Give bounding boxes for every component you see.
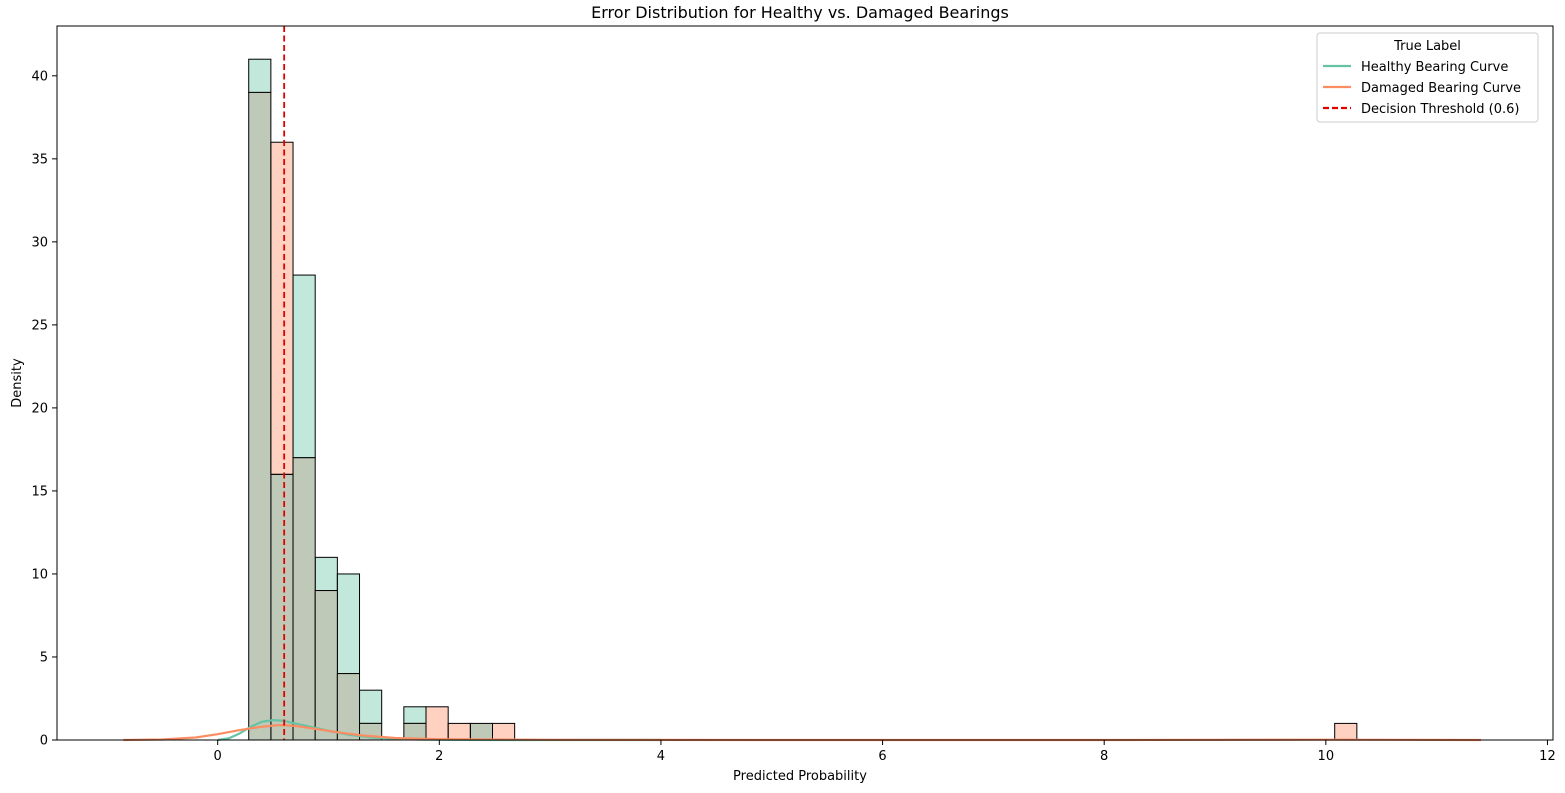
- y-tick-label-3: 15: [31, 484, 48, 499]
- y-axis-label: Density: [10, 358, 25, 408]
- healthy-overlap-bar-10: [469, 722, 494, 741]
- damaged-bar-12: [1334, 722, 1358, 741]
- x-tick-label-5: 10: [1318, 749, 1335, 764]
- x-tick-label-2: 4: [657, 749, 665, 764]
- x-tick-label-6: 12: [1539, 749, 1556, 764]
- damaged-bar-1: [270, 141, 294, 475]
- healthy-bar-0: [248, 58, 272, 93]
- y-tick-label-7: 35: [31, 152, 48, 167]
- healthy-bar-3: [314, 556, 338, 592]
- y-tick-label-1: 5: [40, 650, 48, 665]
- legend-label-2: Decision Threshold (0.6): [1361, 102, 1520, 117]
- damaged-bar-8: [425, 706, 449, 741]
- damaged-bar-9: [447, 722, 471, 741]
- plot-frame: [56, 25, 1554, 741]
- x-tick-label-3: 6: [878, 749, 886, 764]
- x-tick-label-1: 2: [435, 749, 443, 764]
- legend-title: True Label: [1393, 39, 1461, 54]
- healthy-bar-4: [336, 573, 361, 675]
- legend: True Label Healthy Bearing Curve Damaged B…: [1316, 32, 1539, 123]
- legend-box: [1316, 32, 1539, 123]
- axes: 0 2 4 6 8 10 12 0 5 10 15 20 25 30 35 40: [31, 25, 1556, 764]
- damaged-overlap-bar-0: [248, 91, 272, 741]
- healthy-bar-5: [359, 689, 383, 724]
- y-tick-label-2: 10: [31, 567, 48, 582]
- y-tick-label-0: 0: [40, 734, 48, 749]
- x-tick-label-4: 8: [1100, 749, 1108, 764]
- damaged-overlap-bar-4: [336, 673, 361, 741]
- damaged-overlap-bar-2: [292, 457, 316, 741]
- healthy-bar-7: [403, 706, 427, 724]
- healthy-overlap-bar-1: [270, 473, 294, 741]
- legend-label-0: Healthy Bearing Curve: [1361, 60, 1508, 75]
- chart-title: Error Distribution for Healthy vs. Damag…: [591, 3, 1009, 22]
- damaged-overlap-bar-3: [314, 590, 338, 741]
- y-tick-label-4: 20: [31, 401, 48, 416]
- legend-label-1: Damaged Bearing Curve: [1361, 81, 1521, 96]
- damaged-bar-11: [492, 722, 516, 741]
- damaged-bars: [248, 91, 1358, 741]
- y-tick-label-5: 25: [31, 318, 48, 333]
- healthy-bar-2: [292, 274, 316, 459]
- y-tick-label-8: 40: [31, 69, 48, 84]
- x-tick-label-0: 0: [214, 749, 222, 764]
- y-tick-label-6: 30: [31, 235, 48, 250]
- x-axis-label: Predicted Probability: [733, 769, 867, 784]
